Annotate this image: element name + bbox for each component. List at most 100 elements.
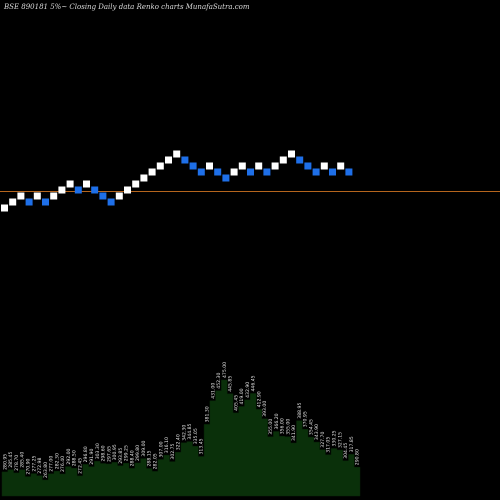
volume-label: 291.90 [89,449,95,465]
up-brick [17,192,25,200]
volume-label: 263.80 [43,462,49,478]
up-brick [230,168,238,176]
volume-label: 288.40 [129,450,135,466]
up-brick [271,162,279,170]
volume-label: 278.70 [14,455,20,471]
volume-label: 335.05 [193,428,199,444]
down-brick [99,192,107,200]
down-brick [91,186,99,194]
volume-label: 341.90 [291,425,297,441]
down-brick [304,162,312,170]
volume-label: 292.00 [66,448,72,464]
up-brick [279,156,287,164]
volume-label: 316.10 [164,437,170,453]
volume-label: 356.00 [280,418,286,434]
down-brick [312,168,320,176]
volume-label: 293.85 [118,448,124,464]
up-brick [9,198,17,206]
down-brick [189,162,197,170]
volume-label: 317.85 [349,436,355,452]
volume-label: 322.40 [176,434,182,450]
volume-label: 290.80 [355,449,361,465]
brick-group [1,150,353,212]
volume-label: 302.75 [170,443,176,459]
up-brick [1,204,8,212]
volume-label: 445.85 [228,376,234,392]
up-brick [255,162,263,170]
down-brick [345,168,353,176]
volume-label: 446.45 [251,375,257,391]
volume-label: 288.50 [72,450,78,466]
volume-label: 419.00 [239,388,245,404]
up-brick [337,162,345,170]
up-brick [165,156,172,164]
down-brick [296,156,304,164]
volume-label: 405.45 [233,395,239,411]
up-brick [33,192,41,200]
volume-label: 299.25 [124,445,130,461]
volume-label: 475.00 [222,362,228,378]
volume-label: 303.30 [95,443,101,459]
volume-label: 304.45 [343,443,349,459]
volume-label: 393.00 [262,401,268,417]
volume-label: 276.40 [60,456,66,472]
volume-label: 298.60 [101,445,107,461]
down-brick [247,168,254,176]
up-brick [148,168,156,176]
down-brick [329,168,336,176]
volume-label: 388.95 [297,403,303,419]
volume-label: 313.45 [199,438,205,454]
down-brick [197,168,205,176]
down-brick [107,198,115,206]
volume-label: 342.30 [181,425,187,441]
volume-label: 277.00 [49,456,55,472]
volume-label: 452.30 [216,373,222,389]
up-brick [206,162,213,170]
volume-label: 381.30 [205,406,211,422]
up-brick [66,180,74,188]
volume-label: 317.05 [326,437,332,453]
up-brick [238,162,246,170]
volume-label: 432.90 [245,382,251,398]
up-brick [58,186,66,194]
up-brick [132,180,140,188]
up-brick [173,150,181,158]
down-brick [25,198,33,206]
up-brick [320,162,328,170]
volume-label: 272.98 [37,458,43,474]
volume-label: 282.05 [153,453,159,469]
volume-label: 288.15 [147,450,153,466]
volume-label: 280.95 [2,454,8,470]
chart-title: BSE 890181 5%~ Closing Daily data Renko … [3,3,250,11]
volume-label: 300.95 [112,444,118,460]
volume-label: 277.25 [31,455,37,471]
volume-label: 431.00 [210,383,216,399]
volume-label-group: 280.95 285.45 278.70 285.40 270.90 277.25 272.… [2,362,360,478]
volume-label: 354.45 [308,419,314,435]
up-brick [83,180,90,188]
volume-label: 309.00 [141,440,147,456]
volume-label: 285.45 [8,452,14,468]
down-brick [222,174,230,182]
volume-label: 344.85 [187,423,193,439]
down-brick [214,168,222,176]
down-brick [74,186,82,194]
down-brick [42,198,49,206]
volume-label: 412.90 [257,391,263,407]
down-brick [263,168,271,176]
volume-label: 343.90 [314,424,320,440]
up-brick [156,162,164,170]
volume-label: 297.65 [106,446,112,462]
volume-area [1,379,361,497]
volume-label: 296.80 [83,446,89,462]
volume-label: 370.95 [303,411,309,427]
volume-label: 327.70 [320,432,326,448]
volume-label: 307.00 [158,441,164,457]
volume-label: 282.30 [54,453,60,469]
volume-label: 355.00 [268,419,274,435]
volume-label: 330.25 [332,430,338,446]
up-brick [140,174,148,182]
up-brick [288,150,295,158]
volume-label: 327.15 [337,432,343,448]
